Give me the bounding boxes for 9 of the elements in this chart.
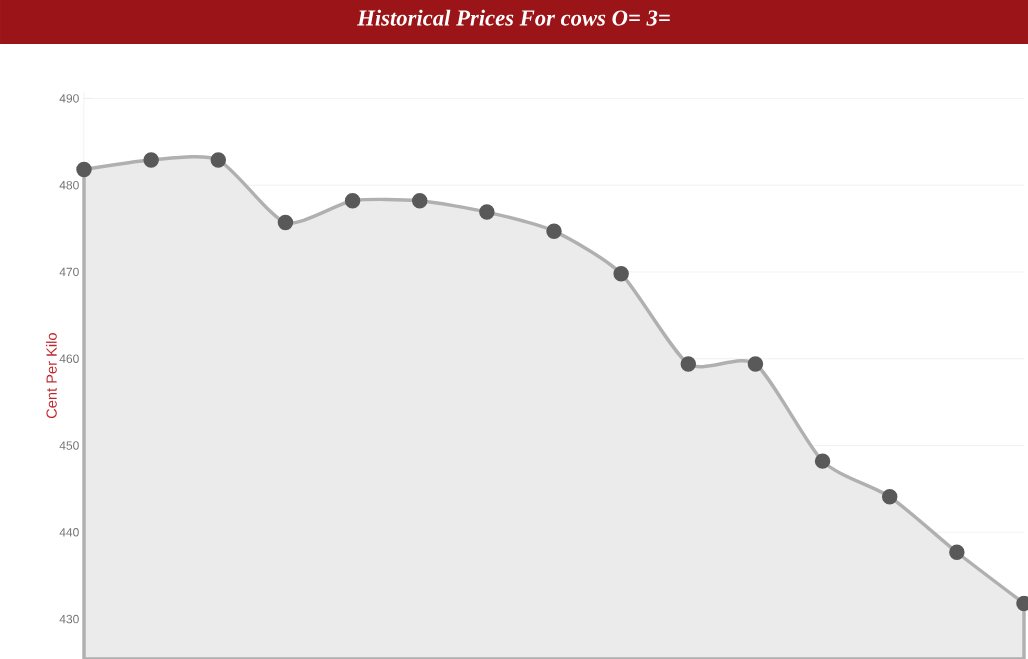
- y-tick-label: 460: [59, 354, 79, 363]
- y-tick-label: 490: [59, 94, 79, 103]
- y-tick-label: 430: [59, 614, 79, 624]
- y-tick-label: 470: [59, 267, 79, 277]
- y-tick-label: 450: [59, 441, 79, 450]
- y-tick-label: 440: [59, 528, 79, 537]
- chart-title: Historical Prices For cows O= 3=: [357, 9, 670, 26]
- y-axis-title: Cent Per Kilo: [46, 333, 57, 419]
- y-tick-label: 480: [59, 180, 79, 190]
